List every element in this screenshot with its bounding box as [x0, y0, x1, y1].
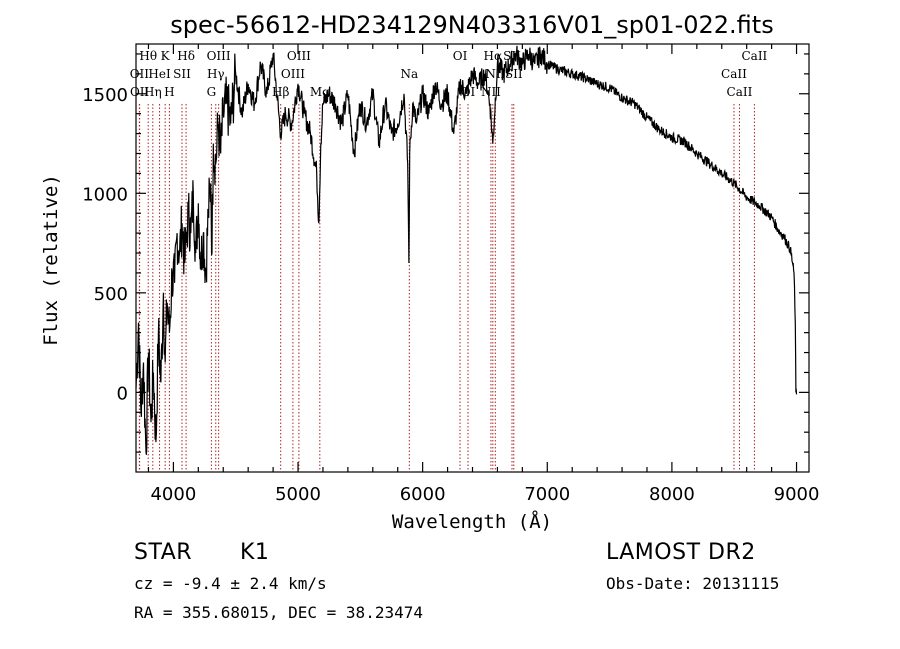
spectral-line-label: OI: [453, 49, 468, 63]
x-tick-label: 4000: [150, 484, 196, 505]
spectral-line-label: CaII: [727, 85, 753, 99]
spectral-line-label: Hθ: [139, 49, 157, 63]
survey-label: LAMOST DR2: [606, 540, 756, 565]
observation-date-text: Obs-Date: 20131115: [606, 574, 780, 593]
spectral-line-label: CaII: [721, 67, 747, 81]
spectral-line-label: OIII: [207, 49, 231, 63]
object-subclass-label: K1: [240, 540, 270, 565]
x-tick-label: 9000: [774, 484, 820, 505]
spectral-line-label: Na: [400, 67, 418, 81]
spectral-line-label: SII: [173, 67, 191, 81]
spectral-line-label: Hα: [484, 49, 503, 63]
x-axis-label: Wavelength (Å): [392, 510, 552, 533]
spectral-line-label: NII: [481, 85, 501, 99]
axis-ticks: 4000 5000 6000 7000 8000 9000 0 500 1000 1500: [82, 44, 819, 505]
spectral-line-label: Hβ: [272, 85, 289, 99]
object-type-label: STAR: [134, 540, 193, 565]
y-tick-label: 1000: [82, 184, 128, 205]
spectral-line-label: Hη: [144, 85, 162, 99]
y-tick-label: 1500: [82, 85, 128, 106]
chart-title: spec-56612-HD234129N403316V01_sp01-022.f…: [170, 11, 773, 39]
spectral-line-label: H: [164, 85, 174, 99]
y-axis-label: Flux (relative): [40, 174, 62, 346]
x-tick-label: 5000: [275, 484, 321, 505]
plot-frame: [135, 43, 810, 473]
spectral-line-label: OIII: [281, 67, 305, 81]
y-tick-label: 500: [94, 284, 128, 305]
spectral-line-label: HeI: [148, 67, 171, 81]
x-tick-label: 7000: [524, 484, 570, 505]
spectral-line-label: CaII: [741, 49, 767, 63]
redshift-velocity-text: cz = -9.4 ± 2.4 km/s: [134, 574, 327, 593]
spectral-line-label: G: [207, 85, 217, 99]
x-tick-label: 8000: [649, 484, 695, 505]
spectral-line-label: OIII: [287, 49, 311, 63]
spectral-line-label: Hγ: [207, 67, 225, 81]
y-tick-label: 0: [117, 383, 128, 404]
spectral-line-label: K: [161, 49, 171, 63]
spectral-line-label: Hδ: [177, 49, 195, 63]
spectral-line-label: OII: [130, 85, 150, 99]
x-tick-label: 6000: [400, 484, 446, 505]
spectrum-chart: spec-56612-HD234129N403316V01_sp01-022.f…: [40, 11, 819, 533]
spectrum-series-line: [135, 45, 798, 455]
coordinates-text: RA = 355.68015, DEC = 38.23474: [134, 603, 423, 622]
